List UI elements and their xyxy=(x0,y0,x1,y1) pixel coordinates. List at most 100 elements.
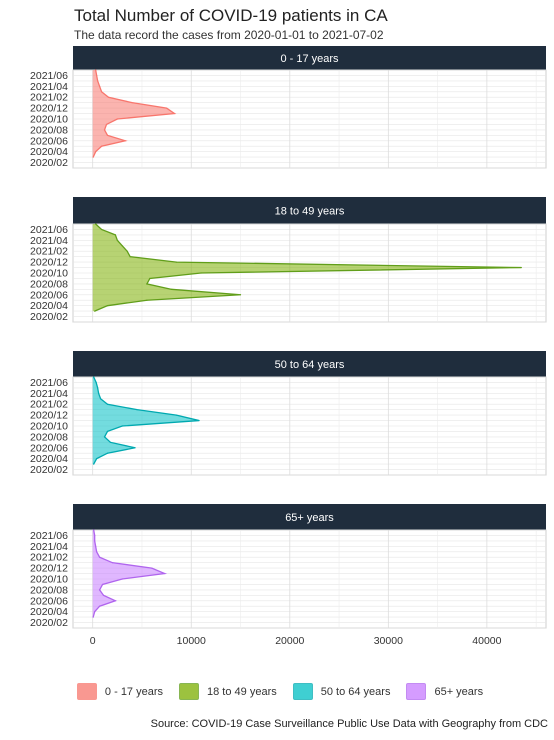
data-point xyxy=(98,392,100,394)
y-tick-label: 2021/06 xyxy=(30,224,68,236)
data-point xyxy=(116,239,118,241)
data-point xyxy=(114,600,116,602)
data-point xyxy=(94,540,96,542)
data-point xyxy=(100,145,103,147)
faceted-area-chart: 0 - 17 years2021/062021/042021/022020/12… xyxy=(30,46,547,647)
data-point xyxy=(146,299,148,301)
y-tick-label: 2021/06 xyxy=(30,377,68,389)
x-tick-label: 20000 xyxy=(275,635,304,647)
data-point xyxy=(107,96,110,98)
facet-strip xyxy=(73,351,546,377)
y-tick-label: 2020/08 xyxy=(30,278,68,290)
y-tick-label: 2021/04 xyxy=(30,388,68,400)
y-tick-label: 2020/12 xyxy=(30,410,68,422)
y-tick-label: 2020/06 xyxy=(30,135,68,147)
series-area xyxy=(92,377,200,465)
data-point xyxy=(111,562,114,564)
y-tick-label: 2021/02 xyxy=(30,552,68,564)
x-tick-label: 10000 xyxy=(177,635,206,647)
y-tick-label: 2020/02 xyxy=(30,157,68,169)
chart-title: Total Number of COVID-19 patients in CA xyxy=(74,6,388,25)
data-point xyxy=(99,589,101,591)
data-point xyxy=(95,381,97,384)
y-tick-label: 2020/04 xyxy=(30,453,68,465)
data-point xyxy=(146,283,148,285)
legend: 0 - 17 years 18 to 49 years 50 to 64 years… xyxy=(0,683,554,700)
data-point xyxy=(175,414,178,416)
data-point xyxy=(106,305,109,307)
y-tick-label: 2020/10 xyxy=(30,421,68,433)
data-point xyxy=(92,616,94,618)
data-point xyxy=(116,118,118,120)
y-tick-label: 2020/12 xyxy=(30,563,68,575)
data-point xyxy=(175,261,178,263)
data-point xyxy=(93,529,95,531)
y-tick-label: 2021/04 xyxy=(30,541,68,553)
data-point xyxy=(96,458,98,460)
data-point xyxy=(103,129,106,131)
series-area xyxy=(92,224,522,312)
data-point xyxy=(126,250,128,252)
data-point xyxy=(129,256,131,258)
data-point xyxy=(106,134,109,136)
facet-strip-label: 50 to 64 years xyxy=(275,359,345,371)
data-point xyxy=(95,223,97,225)
chart-caption: Source: COVID-19 Case Surveillance Publi… xyxy=(150,718,548,730)
y-tick-label: 2020/08 xyxy=(30,431,68,443)
data-point xyxy=(170,288,173,290)
data-point xyxy=(520,266,522,269)
data-point xyxy=(100,228,103,231)
y-tick-label: 2020/06 xyxy=(30,289,68,301)
data-point xyxy=(92,156,94,158)
data-point xyxy=(239,294,242,296)
facet-strip-label: 0 - 17 years xyxy=(280,53,339,65)
y-tick-label: 2020/04 xyxy=(30,606,68,618)
legend-swatch xyxy=(179,683,200,700)
data-point xyxy=(136,409,138,411)
data-point xyxy=(124,140,126,142)
data-point xyxy=(95,151,97,153)
y-tick-label: 2020/12 xyxy=(30,103,68,115)
data-point xyxy=(94,310,96,312)
chart-subtitle: The data record the cases from 2020-01-0… xyxy=(74,28,384,42)
data-point xyxy=(95,545,97,547)
data-point xyxy=(100,91,103,93)
y-tick-label: 2020/08 xyxy=(30,124,68,136)
data-point xyxy=(106,403,109,405)
y-tick-label: 2020/06 xyxy=(30,442,68,454)
legend-label: 50 to 64 years xyxy=(320,685,391,698)
x-tick-label: 30000 xyxy=(374,635,403,647)
data-point xyxy=(99,556,101,558)
data-point xyxy=(121,578,123,580)
legend-item: 0 - 17 years xyxy=(76,683,163,700)
data-point xyxy=(200,272,202,274)
facet-strip-label: 65+ years xyxy=(285,512,334,524)
y-tick-label: 2021/06 xyxy=(30,70,68,82)
facet-strip xyxy=(73,46,546,70)
data-point xyxy=(96,74,98,77)
data-point xyxy=(103,436,106,438)
series-area xyxy=(92,70,175,158)
legend-label: 18 to 49 years xyxy=(207,685,277,698)
series-area xyxy=(92,530,165,618)
data-point xyxy=(109,441,112,443)
y-tick-label: 2020/02 xyxy=(30,311,68,323)
data-point xyxy=(101,583,104,586)
data-point xyxy=(99,605,101,607)
data-point xyxy=(99,85,101,87)
data-point xyxy=(106,452,109,454)
y-tick-label: 2020/04 xyxy=(30,300,68,312)
legend-item: 18 to 49 years xyxy=(179,683,277,700)
data-point xyxy=(114,234,116,236)
y-tick-label: 2020/10 xyxy=(30,268,68,280)
legend-item: 65+ years xyxy=(406,683,483,700)
x-tick-label: 40000 xyxy=(472,635,501,647)
y-tick-label: 2020/12 xyxy=(30,257,68,269)
data-point xyxy=(166,107,168,109)
data-point xyxy=(134,447,136,449)
data-point xyxy=(93,376,95,378)
data-point xyxy=(99,398,102,400)
data-point xyxy=(121,425,123,427)
y-tick-label: 2020/10 xyxy=(30,574,68,586)
data-point xyxy=(151,567,153,569)
